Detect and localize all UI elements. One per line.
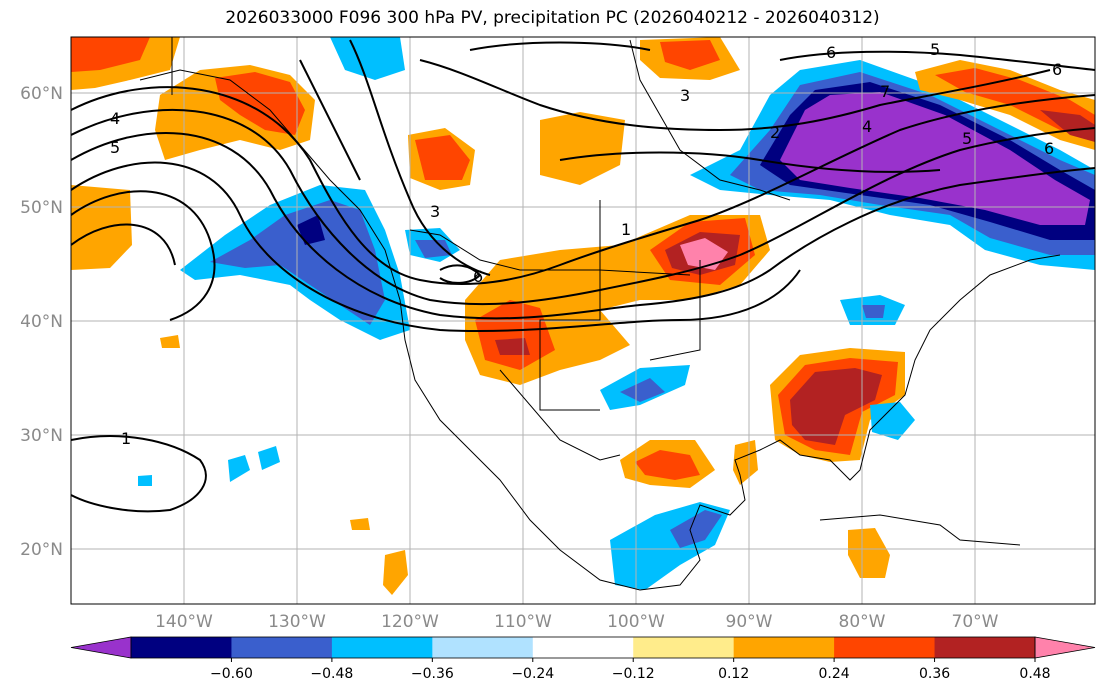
colorbar-tick-label: −0.12	[612, 666, 655, 682]
lat-label: 60°N	[20, 84, 63, 104]
map-title: 2026033000 F096 300 hPa PV, precipitatio…	[225, 8, 880, 28]
contour-label: 6	[1044, 139, 1054, 158]
lon-label: 130°W	[268, 612, 326, 632]
contour-labels: 1 1 2 3 3 4 4 5 5 5 6 6 6 6 7	[110, 40, 1062, 448]
colorbar-segment	[733, 637, 835, 658]
lon-label: 70°W	[952, 612, 999, 632]
pv-contours	[71, 39, 1095, 513]
colorbar-frame	[130, 636, 1036, 659]
lat-label: 30°N	[20, 426, 63, 446]
colorbar-segment	[331, 637, 433, 658]
colorbar-segment	[834, 637, 936, 658]
lat-label: 20°N	[20, 540, 63, 560]
contour-label: 6	[473, 267, 483, 286]
contour-label: 3	[430, 202, 440, 221]
colorbar-tick-label: −0.24	[511, 666, 554, 682]
colorbar-tick-label: −0.60	[210, 666, 253, 682]
contour-label: 5	[110, 138, 120, 157]
lon-label: 80°W	[839, 612, 886, 632]
colorbar: −0.60 −0.48 −0.36 −0.24 −0.12 0.12 0.24 0.36 0.4…	[70, 636, 1096, 682]
colorbar-segment	[532, 637, 634, 658]
contour-label: 1	[121, 429, 131, 448]
colorbar-tick-label: −0.48	[310, 666, 353, 682]
contour-label: 7	[880, 82, 890, 101]
graticule	[71, 37, 1095, 604]
lon-label: 100°W	[607, 612, 665, 632]
colorbar-tick-label: 0.36	[919, 666, 950, 682]
longitude-labels: 140°W 130°W 120°W 110°W 100°W 90°W 80°W …	[155, 612, 999, 632]
map-frame	[70, 36, 1096, 605]
lat-label: 40°N	[20, 312, 63, 332]
latitude-labels: 60°N 50°N 40°N 30°N 20°N	[20, 84, 63, 560]
contour-label: 1	[621, 220, 631, 239]
contour-label: 5	[962, 129, 972, 148]
contour-label: 5	[930, 40, 940, 59]
coastlines	[139, 37, 1061, 591]
contour-label: 6	[1052, 60, 1062, 79]
lon-label: 140°W	[155, 612, 213, 632]
contour-label: 4	[862, 117, 872, 136]
contour-label: 6	[826, 43, 836, 62]
lon-label: 120°W	[381, 612, 439, 632]
contour-label: 3	[680, 86, 690, 105]
lat-label: 50°N	[20, 198, 63, 218]
colorbar-segment	[231, 637, 333, 658]
colorbar-extend-high	[1034, 636, 1096, 659]
colorbar-tick-label: −0.36	[411, 666, 454, 682]
colorbar-tick-label: 0.48	[1019, 666, 1050, 682]
colorbar-segment	[934, 637, 1036, 658]
colorbar-segment	[432, 637, 534, 658]
colorbar-segment	[633, 637, 735, 658]
colorbar-extend-low	[70, 636, 132, 659]
lon-label: 110°W	[494, 612, 552, 632]
colorbar-tick-label: 0.12	[718, 666, 749, 682]
colorbar-segment	[131, 637, 232, 658]
colorbar-tick-label: 0.24	[819, 666, 850, 682]
contour-label: 4	[110, 109, 120, 128]
lon-label: 90°W	[726, 612, 773, 632]
contour-label: 2	[770, 123, 780, 142]
